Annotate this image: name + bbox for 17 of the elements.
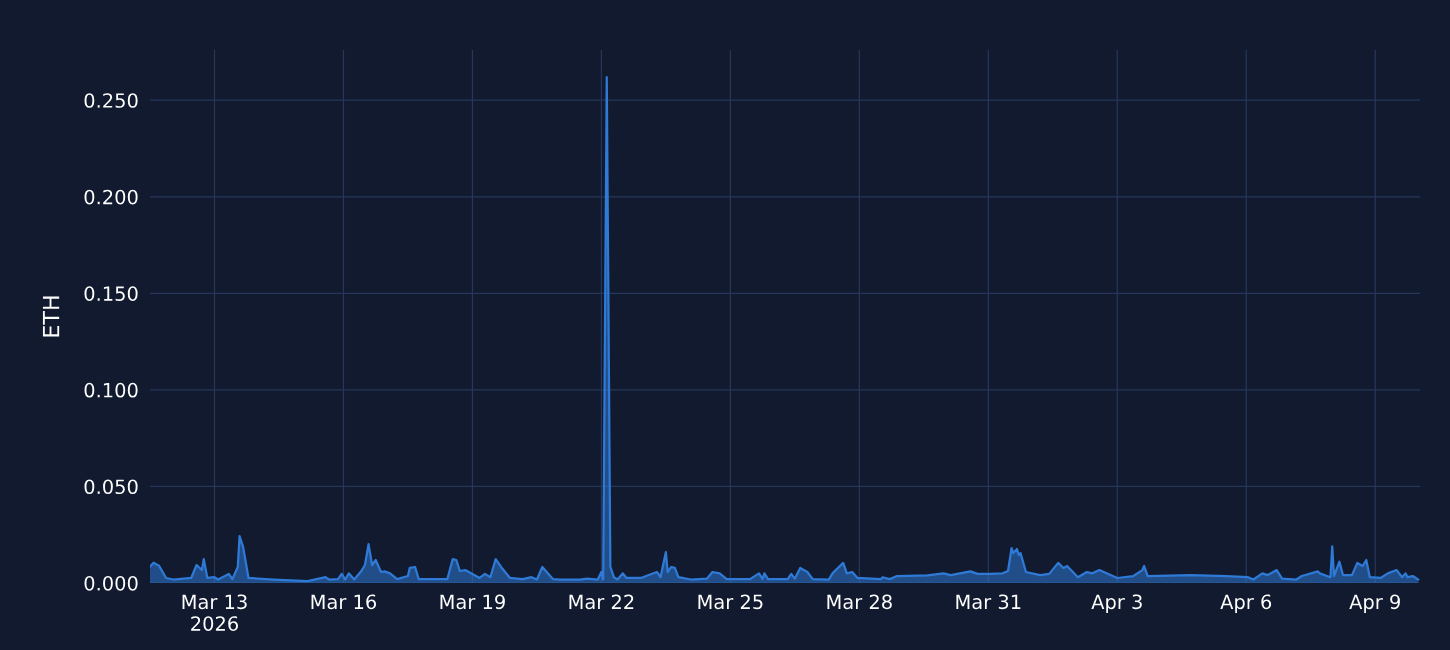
x-tick-label: Mar 25 (698, 594, 763, 610)
y-tick-label: 0.000 (84, 575, 138, 591)
x-tick-label: Apr 9 (1349, 594, 1400, 613)
x-tick-label: Mar 13 2026 (182, 594, 247, 631)
x-tick-label: Apr 3 (1091, 594, 1142, 613)
x-tick-label: Mar 22 (569, 594, 634, 610)
x-tick-label: Apr 6 (1220, 594, 1272, 613)
x-tick-label: Mar 31 (956, 594, 1021, 610)
y-tick-label: 0.150 (84, 286, 138, 301)
x-tick-label: Mar 28 (827, 594, 892, 610)
y-tick-label: 0.100 (84, 382, 138, 398)
y-tick-label: 0.250 (84, 93, 138, 108)
y-tick-label: 0.200 (84, 189, 138, 205)
x-tick-label: Mar 16 (311, 594, 377, 610)
x-tick-label: Mar 19 (440, 594, 505, 610)
y-tick-label: 0.050 (84, 479, 138, 495)
y-axis-title: ETH (42, 296, 60, 337)
